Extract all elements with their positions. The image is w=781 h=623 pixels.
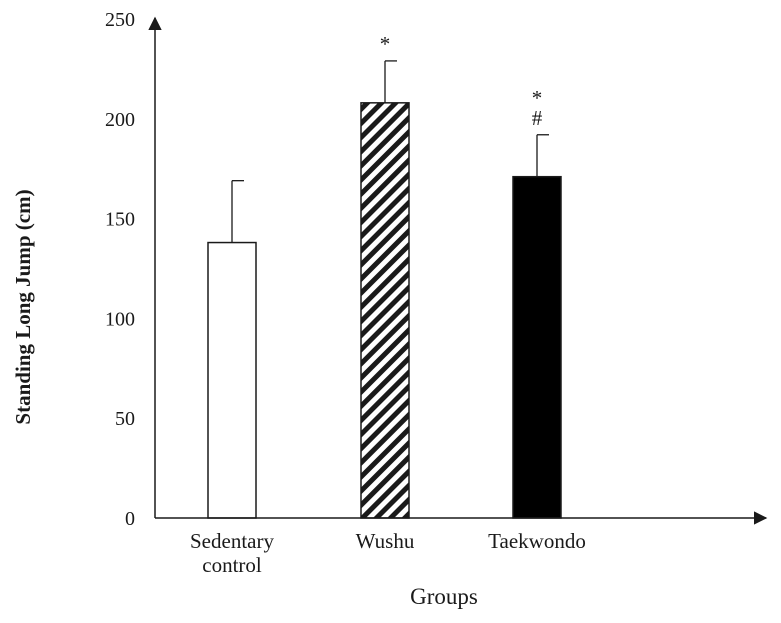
significance-mark: * <box>532 86 543 110</box>
x-category-label: Taekwondo <box>488 529 586 553</box>
y-tick-label: 150 <box>105 209 135 231</box>
significance-mark: * <box>380 32 391 56</box>
bar <box>207 241 257 519</box>
bar <box>512 175 562 519</box>
y-axis-title: Standing Long Jump (cm) <box>11 189 35 424</box>
significance-mark: # <box>532 106 543 130</box>
y-tick-label: 100 <box>105 308 135 330</box>
y-tick-label: 50 <box>115 408 135 430</box>
y-ticks: 0 50 100 150 200 250 <box>105 9 135 530</box>
y-tick-label: 0 <box>125 508 135 530</box>
x-axis-title: Groups <box>410 584 478 609</box>
bars: **# <box>207 32 562 519</box>
bar <box>360 102 410 519</box>
x-category-label: Sedentary <box>190 529 274 553</box>
y-tick-label: 200 <box>105 109 135 131</box>
x-category-label: Wushu <box>356 529 415 553</box>
x-category-label: control <box>202 553 262 577</box>
y-tick-label: 250 <box>105 9 135 31</box>
